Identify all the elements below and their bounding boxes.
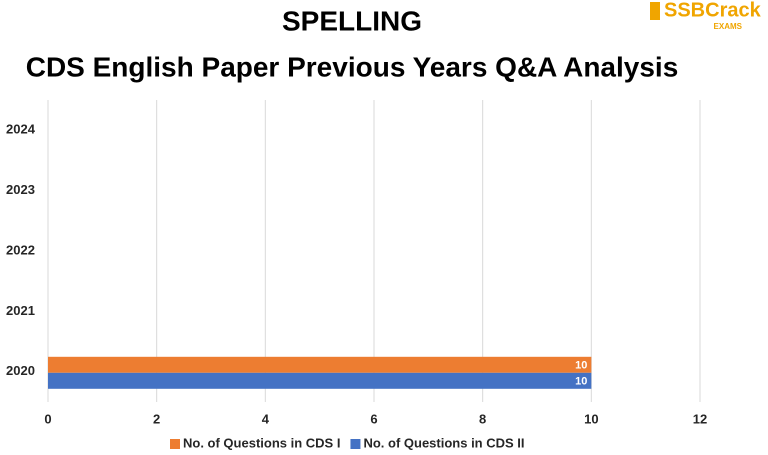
x-tick-label: 0 [44, 411, 51, 426]
x-tick-label: 4 [262, 411, 270, 426]
y-tick-label: 2021 [6, 303, 35, 318]
x-tick-label: 10 [584, 411, 598, 426]
y-tick-label: 2022 [6, 242, 35, 257]
logo-name: SSBCrack [664, 0, 762, 21]
data-label: 10 [575, 360, 587, 372]
x-tick-label: 12 [693, 411, 707, 426]
bar [48, 372, 592, 389]
logo-sub: EXAMS [714, 22, 743, 31]
legend-label: No. of Questions in CDS II [363, 435, 524, 450]
x-tick-label: 6 [370, 411, 377, 426]
legend-swatch [170, 439, 180, 449]
logo-icon [650, 2, 660, 20]
data-label: 10 [575, 376, 587, 388]
x-tick-label: 8 [479, 411, 486, 426]
chart-title: SPELLING [282, 5, 422, 36]
y-tick-label: 2024 [6, 122, 36, 137]
x-tick-label: 2 [153, 411, 160, 426]
legend-label: No. of Questions in CDS I [183, 435, 340, 450]
legend-swatch [350, 439, 361, 449]
chart-subtitle: CDS English Paper Previous Years Q&A Ana… [26, 51, 679, 82]
bar [48, 356, 592, 373]
y-tick-label: 2020 [6, 363, 35, 378]
y-tick-label: 2023 [6, 182, 35, 197]
